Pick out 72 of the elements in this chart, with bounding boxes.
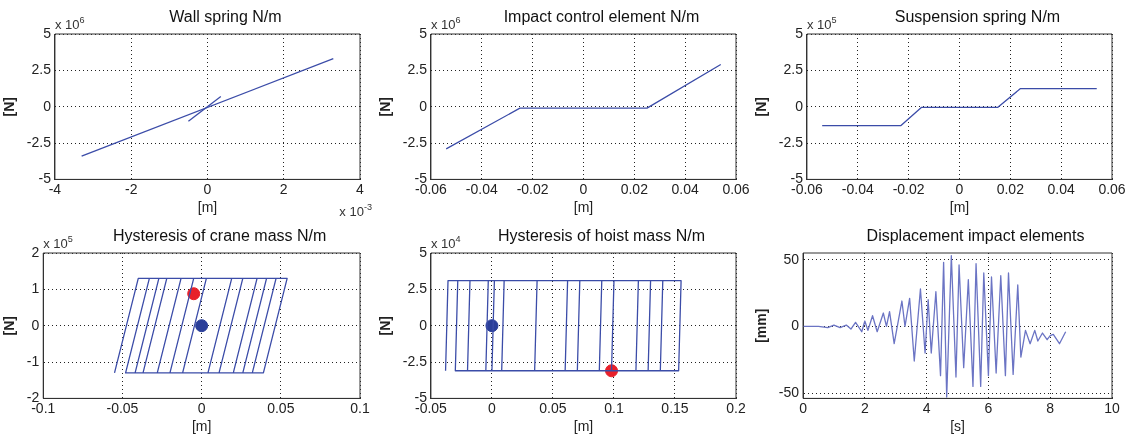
chart-title: Hysteresis of crane mass N/m — [112, 227, 327, 244]
y-axis-title: [N] — [377, 96, 394, 117]
x-axis-title: [m] — [197, 199, 218, 216]
x-tick-label: 0.1 — [350, 399, 370, 416]
y-tick-label: 5 — [795, 24, 804, 41]
x-tick-label: 0.05 — [539, 399, 567, 416]
chart-title: Wall spring N/m — [169, 8, 282, 25]
x-tick-label: 4 — [356, 180, 365, 197]
y-tick-label: 5 — [43, 24, 52, 41]
x-axis-title: [m] — [191, 418, 212, 435]
x-tick-label: -2 — [124, 180, 138, 197]
x-tick-label: 0.06 — [1098, 180, 1126, 197]
x-tick-label: 0.02 — [620, 180, 649, 197]
x-tick-label: 6 — [984, 399, 993, 416]
x-tick-label: 0.06 — [722, 180, 750, 197]
y-tick-label: 2.5 — [783, 61, 804, 78]
y-tick-label: 0 — [31, 316, 40, 333]
y-tick-label: 0 — [419, 97, 428, 114]
chart-title: Hysteresis of hoist mass N/m — [497, 227, 706, 244]
y-axis-title: [N] — [1, 96, 18, 117]
x-axis-title: [m] — [949, 199, 970, 216]
y-tick-label: 0 — [43, 97, 52, 114]
x-tick-label: 4 — [922, 399, 931, 416]
x-tick-label: 0 — [488, 399, 497, 416]
y-axis-title: [N] — [753, 96, 770, 117]
x-tick-label: -0.05 — [106, 399, 139, 416]
y-tick-label: -2.5 — [402, 352, 428, 369]
x-tick-label: 0.2 — [726, 399, 746, 416]
x-tick-label: 0.02 — [996, 180, 1025, 197]
chart-title: Displacement impact elements — [866, 227, 1085, 244]
x-tick-label: -0.04 — [465, 180, 498, 197]
x-tick-label: 0.04 — [1047, 180, 1075, 197]
x-axis-title: [m] — [573, 418, 594, 435]
x-tick-label: 0.04 — [671, 180, 699, 197]
x-axis-title: [s] — [950, 418, 965, 435]
x-tick-label: 2 — [279, 180, 288, 197]
x-tick-label: 0.05 — [267, 399, 295, 416]
y-axis-title: [mm] — [753, 308, 770, 343]
y-tick-label: 0 — [795, 97, 804, 114]
chart-title: Suspension spring N/m — [894, 8, 1061, 25]
x-tick-label: 10 — [1104, 399, 1120, 416]
y-tick-label: 0 — [791, 317, 800, 334]
y-tick-label: -5 — [38, 170, 52, 187]
y-tick-label: -50 — [778, 383, 800, 400]
y-tick-label: 5 — [419, 24, 428, 41]
y-tick-label: 50 — [783, 250, 800, 267]
y-tick-label: 2 — [31, 243, 40, 260]
y-tick-label: 5 — [419, 243, 428, 260]
y-tick-label: 1 — [31, 280, 40, 297]
x-tick-label: 8 — [1046, 399, 1055, 416]
x-tick-label: -0.04 — [841, 180, 874, 197]
y-tick-label: -2.5 — [402, 133, 428, 150]
x-tick-label: -0.02 — [516, 180, 549, 197]
y-tick-label: -1 — [26, 352, 40, 369]
y-tick-label: 2.5 — [31, 61, 52, 78]
y-axis-title: [N] — [377, 315, 394, 336]
y-tick-label: 2.5 — [407, 61, 428, 78]
x-tick-label: 2 — [860, 399, 869, 416]
x-tick-label: 0.1 — [604, 399, 624, 416]
x-tick-label: 0 — [955, 180, 964, 197]
y-tick-label: -2.5 — [778, 133, 804, 150]
y-tick-label: -2.5 — [26, 133, 52, 150]
y-tick-label: 0 — [419, 316, 428, 333]
x-tick-label: 0 — [579, 180, 588, 197]
y-tick-label: 2.5 — [407, 280, 428, 297]
chart-title: Impact control element N/m — [503, 8, 700, 25]
x-tick-label: 0 — [197, 399, 206, 416]
x-tick-label: -0.02 — [892, 180, 925, 197]
y-axis-title: [N] — [1, 315, 18, 336]
x-tick-label: 0 — [203, 180, 212, 197]
x-tick-label: 0.15 — [661, 399, 689, 416]
x-axis-title: [m] — [573, 199, 594, 216]
